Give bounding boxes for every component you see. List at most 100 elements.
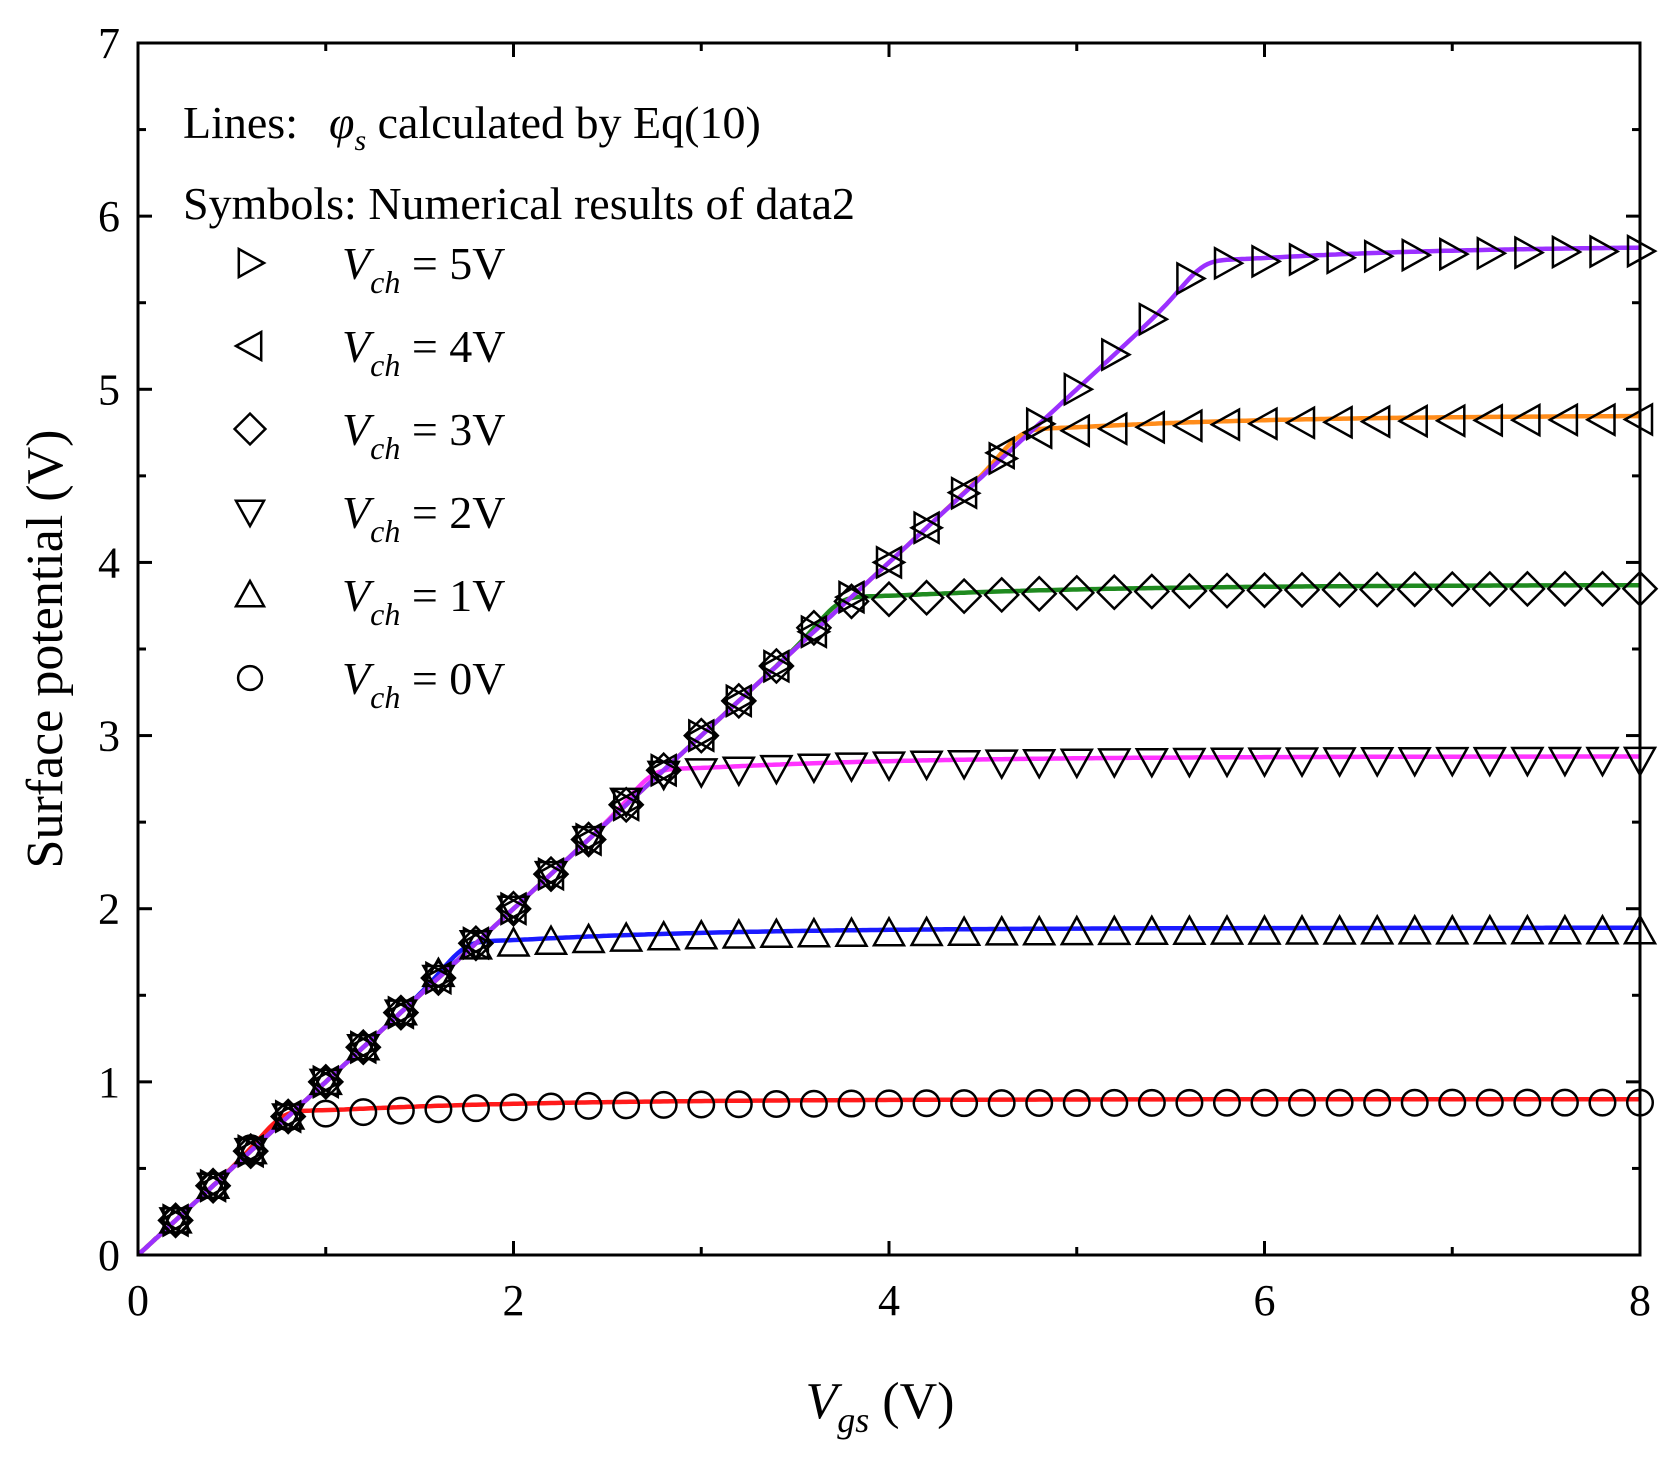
data-point-triangle-down	[684, 758, 719, 789]
data-point-triangle-down	[1097, 748, 1132, 779]
x-tick-label: 0	[127, 1276, 149, 1325]
data-point-circle	[762, 1089, 791, 1118]
data-point-triangle-right	[1213, 246, 1245, 281]
data-point-triangle-right	[1476, 236, 1508, 271]
data-point-circle	[537, 1092, 566, 1121]
y-axis-title: Surface potential (V)	[17, 430, 74, 869]
data-point-triangle-up	[1435, 913, 1470, 945]
data-point-diamond	[1171, 572, 1208, 610]
data-point-triangle-left	[683, 718, 715, 753]
data-point-triangle-up	[909, 915, 944, 947]
legend-label: Vch = 5V	[342, 238, 505, 300]
data-point-triangle-left	[758, 649, 790, 684]
data-point-triangle-right	[1288, 242, 1320, 277]
data-point-triangle-right	[1025, 406, 1057, 442]
data-point-triangle-right	[1063, 372, 1095, 407]
legend: Vch = 5V Vch = 4V Vch = 3V Vch = 2V Vch = 1V…	[232, 238, 505, 715]
x-tick-label: 4	[878, 1276, 900, 1325]
legend-label: Vch = 3V	[342, 404, 505, 466]
data-point-circle	[349, 1098, 378, 1127]
data-point-triangle-right	[763, 649, 794, 684]
data-point-triangle-down	[1360, 747, 1395, 778]
data-point-triangle-left	[533, 856, 565, 892]
legend-label: Vch = 4V	[342, 321, 505, 383]
data-point-triangle-up	[946, 915, 982, 946]
data-point-triangle-left	[1397, 403, 1428, 439]
data-point-circle	[1588, 1088, 1617, 1117]
data-point-triangle-up	[1397, 913, 1432, 945]
data-point-triangle-down	[909, 750, 944, 782]
data-point-triangle-down	[1585, 746, 1620, 778]
data-point-triangle-right	[1589, 234, 1621, 269]
data-point-triangle-left	[984, 435, 1015, 471]
data-point-triangle-up	[383, 994, 419, 1026]
legend-label: Vch = 2V	[342, 487, 505, 549]
data-point-diamond	[1471, 570, 1509, 608]
y-tick-label: 0	[98, 1231, 120, 1280]
data-point-triangle-down	[984, 749, 1019, 781]
legend-label: Vch = 1V	[342, 570, 505, 632]
data-point-triangle-down	[308, 1068, 343, 1100]
data-point-circle	[1100, 1088, 1129, 1117]
y-tick-label: 6	[98, 192, 120, 241]
legend-label: Vch = 0V	[342, 653, 505, 715]
data-point-triangle-down	[834, 752, 869, 784]
data-point-circle	[1025, 1089, 1054, 1118]
data-point-triangle-down	[1397, 746, 1432, 778]
data-point-circle	[1175, 1088, 1204, 1117]
data-point-triangle-left	[1284, 405, 1316, 440]
marker-layer	[157, 233, 1659, 1239]
data-point-triangle-up	[1585, 913, 1620, 945]
data-point-triangle-down	[871, 751, 907, 783]
data-point-diamond	[1133, 573, 1171, 610]
data-point-triangle-left	[1171, 408, 1203, 443]
data-point-circle	[912, 1089, 941, 1118]
data-point-triangle-down	[1172, 747, 1207, 779]
data-point-triangle-right	[688, 718, 719, 753]
data-point-circle	[1325, 1088, 1354, 1117]
data-point-triangle-up	[271, 1098, 306, 1130]
data-point-triangle-right	[1514, 235, 1545, 270]
data-point-diamond	[1584, 570, 1621, 608]
y-tick-label: 7	[98, 19, 120, 68]
y-tick-label: 3	[98, 712, 120, 761]
data-point-triangle-right	[575, 822, 607, 857]
data-point-triangle-down	[383, 999, 419, 1031]
data-point-circle	[1438, 1088, 1467, 1117]
data-point-triangle-down	[796, 753, 832, 785]
data-point-triangle-down	[458, 930, 494, 961]
data-point-triangle-left	[1134, 410, 1166, 445]
note-symbols: Symbols: Numerical results of data2	[183, 178, 855, 229]
data-point-triangle-down	[946, 749, 982, 781]
data-point-triangle-up	[646, 919, 681, 951]
data-point-triangle-up	[984, 914, 1019, 946]
data-point-triangle-down	[571, 825, 606, 857]
series-layer	[136, 245, 1641, 1257]
data-point-triangle-left	[646, 753, 677, 788]
data-point-triangle-up	[1097, 914, 1132, 946]
data-point-circle	[1062, 1088, 1091, 1117]
data-point-triangle-right	[387, 995, 419, 1030]
data-point-triangle-down	[533, 860, 569, 892]
data-point-triangle-up	[796, 916, 832, 948]
data-point-triangle-right	[950, 476, 982, 511]
data-point-triangle-left	[383, 995, 415, 1030]
data-point-circle	[574, 1091, 603, 1120]
data-point-triangle-down	[1209, 747, 1245, 779]
data-point-triangle-right	[1551, 234, 1583, 270]
data-point-triangle-up	[834, 916, 869, 947]
data-point-triangle-down	[1284, 747, 1320, 779]
data-point-triangle-down	[1435, 746, 1470, 778]
data-point-diamond	[945, 577, 983, 615]
legend-symbol-circle	[236, 664, 264, 692]
data-point-triangle-left	[608, 787, 640, 822]
data-point-triangle-left	[1584, 402, 1616, 437]
data-point-triangle-left	[308, 1064, 340, 1100]
data-point-triangle-up	[346, 1029, 381, 1061]
data-point-triangle-right	[350, 1030, 381, 1065]
data-point-triangle-left	[833, 579, 865, 615]
series-line-4V	[136, 413, 1640, 1257]
data-point-triangle-left	[909, 510, 940, 545]
data-point-circle	[424, 1095, 453, 1124]
